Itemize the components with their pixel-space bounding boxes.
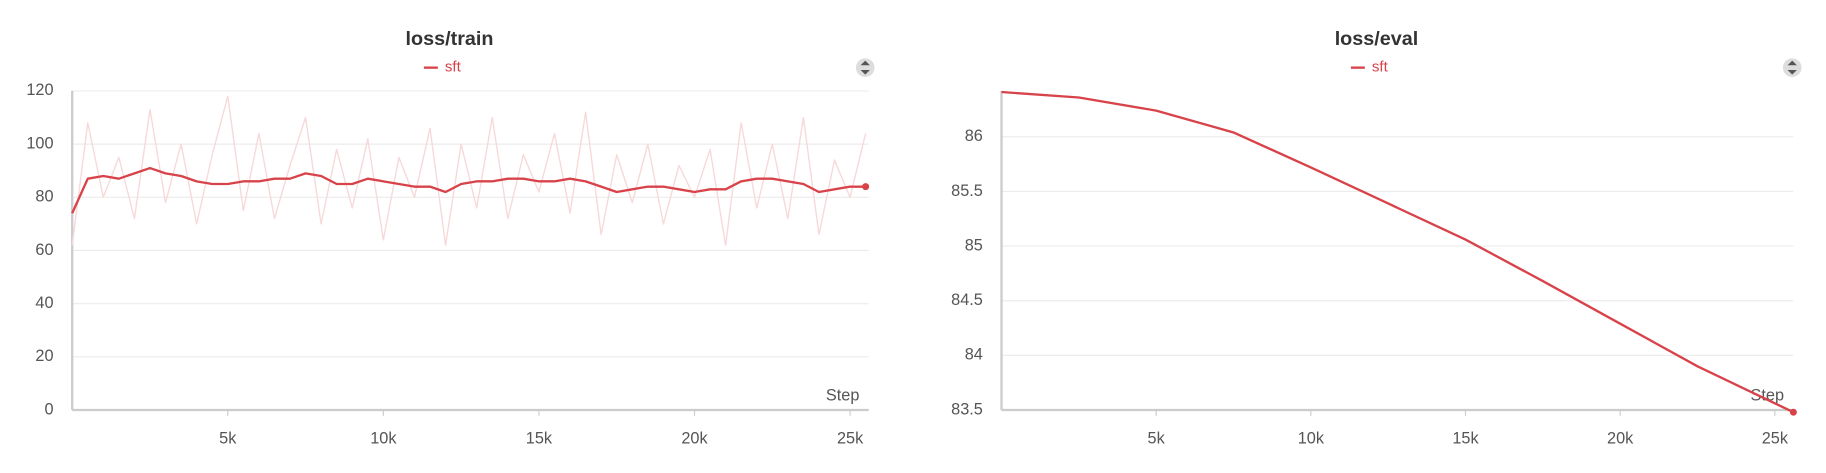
line	[1001, 90, 1794, 414]
y-tick-label: 84	[965, 346, 983, 364]
y-tick-label: 0	[44, 400, 53, 418]
chart-title: loss/train	[406, 28, 494, 50]
y-tick-label: 85	[965, 236, 983, 254]
x-axis-label: Step	[1751, 386, 1785, 404]
x-tick-label: 5k	[219, 429, 237, 447]
y-tick-label: 40	[35, 294, 53, 312]
x-tick-label: 20k	[1607, 429, 1634, 447]
panel-menu[interactable]	[855, 58, 875, 77]
y-tick-label: 60	[35, 241, 53, 259]
y-tick-label: 84.5	[951, 291, 983, 309]
last-point	[862, 183, 870, 191]
last-point	[1789, 408, 1797, 416]
x-tick-label: 15k	[526, 429, 553, 447]
x-tick-label: 5k	[1148, 429, 1166, 447]
y-tick-label: 80	[35, 188, 53, 206]
x-tick-label: 10k	[370, 429, 397, 447]
x-tick-label: 15k	[1452, 429, 1479, 447]
y-tick-label: 86	[965, 127, 983, 145]
legend-label: sft	[445, 59, 462, 76]
panel-menu[interactable]	[1782, 58, 1802, 77]
y-tick-label: 20	[35, 347, 53, 365]
x-tick-label: 10k	[1298, 429, 1325, 447]
y-tick-label: 83.5	[951, 400, 983, 418]
raw-line	[71, 95, 867, 246]
x-tick-label: 20k	[681, 429, 708, 447]
x-axis-label: Step	[826, 386, 860, 404]
line	[71, 166, 866, 214]
x-tick-label: 25k	[837, 429, 864, 447]
x-tick-label: 25k	[1762, 429, 1789, 447]
y-tick-label: 120	[26, 81, 53, 99]
chart-title: loss/eval	[1335, 28, 1419, 50]
y-tick-label: 100	[26, 134, 53, 152]
legend-label: sft	[1372, 59, 1389, 76]
y-tick-label: 85.5	[951, 182, 983, 200]
